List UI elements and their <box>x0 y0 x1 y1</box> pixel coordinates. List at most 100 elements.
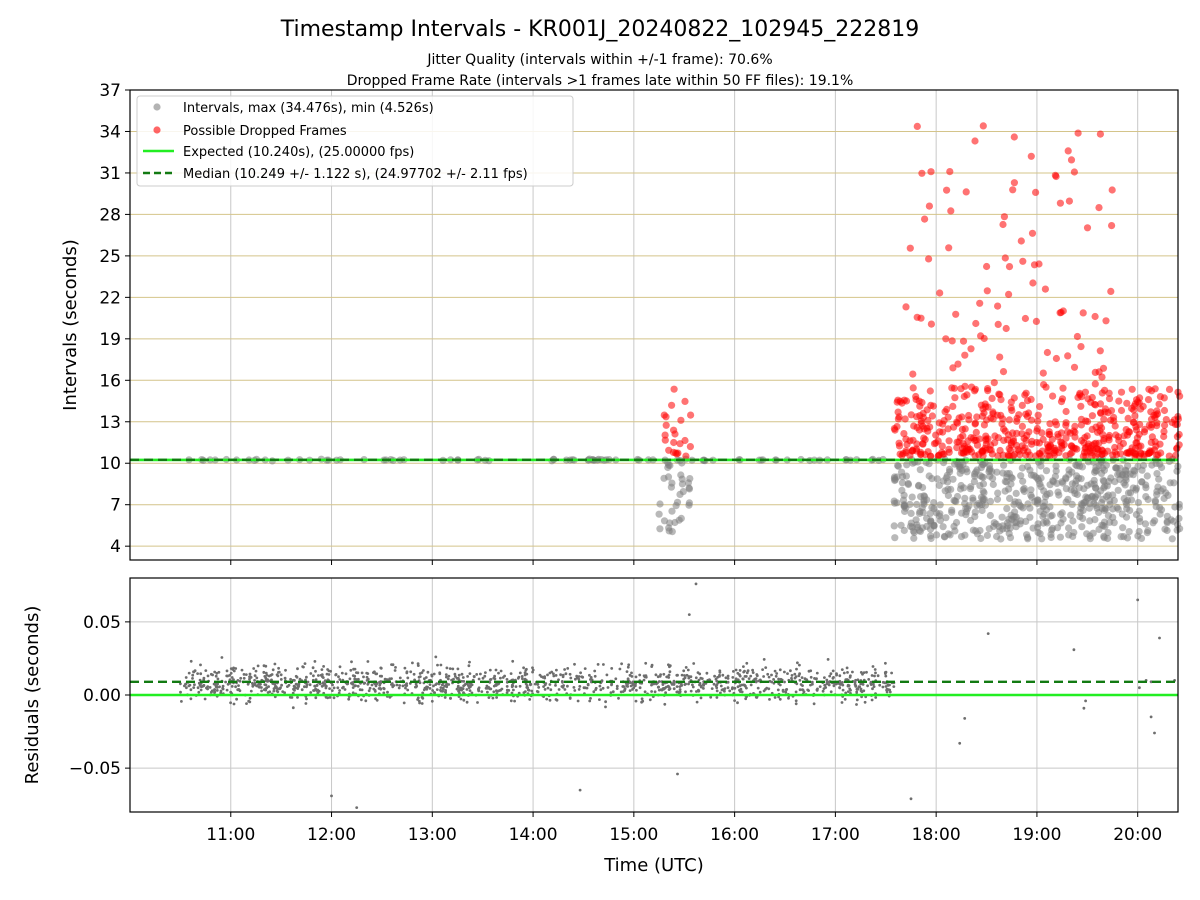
interval-point <box>1086 517 1094 525</box>
interval-point <box>909 459 917 467</box>
residual-point <box>226 674 230 678</box>
residual-point <box>275 689 279 693</box>
residual-point <box>296 685 300 689</box>
dropped-frame-point <box>973 413 981 421</box>
residual-point <box>682 677 686 681</box>
y-tick-label: 34 <box>99 122 121 142</box>
dropped-frame-point <box>1102 317 1110 325</box>
dropped-frame-point <box>902 303 910 311</box>
interval-point <box>910 534 918 542</box>
residual-point <box>255 676 259 680</box>
dropped-frame-point <box>1039 435 1047 444</box>
dropped-frame-point <box>1056 199 1064 207</box>
dropped-frame-point <box>895 413 903 421</box>
residual-point <box>499 676 502 680</box>
dropped-frame-point <box>1043 348 1051 357</box>
residual-point <box>318 682 322 686</box>
residual-point <box>409 670 413 674</box>
residual-point <box>576 699 580 703</box>
dropped-frame-point <box>948 384 956 392</box>
residual-point <box>598 684 602 688</box>
interval-point <box>983 531 992 540</box>
residual-point <box>773 696 777 699</box>
residual-point <box>523 677 527 681</box>
residual-point <box>766 672 770 676</box>
dropped-frame-point <box>968 383 976 391</box>
dropped-frame-point <box>982 403 990 411</box>
y-tick-label: 25 <box>99 247 121 267</box>
residual-point <box>667 673 671 677</box>
residual-point <box>855 687 859 691</box>
interval-point <box>1037 483 1045 491</box>
residual-point <box>303 662 307 665</box>
dropped-frame-point <box>959 337 968 345</box>
interval-point <box>1117 533 1125 541</box>
dropped-frame-point <box>989 410 997 418</box>
interval-point <box>1132 486 1140 494</box>
residual-point <box>563 688 567 691</box>
dropped-frame-point <box>1034 411 1042 419</box>
residual-point <box>755 696 759 699</box>
residual-point <box>418 672 422 675</box>
dropped-frame-point <box>962 188 970 196</box>
residual-point <box>614 677 618 681</box>
residual-point <box>229 667 233 670</box>
residual-point <box>838 674 842 678</box>
residual-point <box>512 688 515 692</box>
interval-point <box>1080 485 1088 493</box>
dropped-frame-point <box>1000 425 1008 433</box>
residual-point <box>855 703 858 706</box>
residual-point <box>784 690 788 694</box>
residual-point <box>815 689 819 692</box>
interval-point <box>1100 466 1108 474</box>
interval-point <box>913 500 921 509</box>
residual-point <box>214 674 218 678</box>
residual-point <box>264 676 268 680</box>
dropped-frame-point <box>1148 421 1156 429</box>
residual-point <box>215 671 219 675</box>
residual-point <box>634 699 638 703</box>
dropped-frame-point <box>1022 436 1030 444</box>
dropped-frame-point <box>1062 419 1070 427</box>
residual-point <box>691 683 694 687</box>
dropped-frame-point <box>1058 442 1066 450</box>
residual-point <box>280 683 283 687</box>
dropped-frame-point <box>1077 343 1085 351</box>
interval-point <box>1087 480 1095 488</box>
dropped-frame-point <box>907 411 915 419</box>
dropped-frame-point <box>936 289 944 297</box>
interval-point <box>994 489 1002 497</box>
interval-point <box>918 504 926 512</box>
residual-point <box>699 696 703 700</box>
residual-point <box>854 678 857 682</box>
residual-point <box>543 683 547 687</box>
residual-point <box>462 680 466 683</box>
residual-point <box>546 673 549 677</box>
dropped-frame-point <box>1135 430 1143 438</box>
residual-point <box>325 672 329 676</box>
residual-point <box>448 667 452 670</box>
interval-point <box>979 495 987 503</box>
residual-point <box>196 686 200 690</box>
interval-point <box>1134 499 1142 507</box>
dropped-frame-point <box>1154 451 1162 459</box>
interval-point <box>1058 509 1066 517</box>
residual-point <box>648 698 652 702</box>
residual-point <box>537 686 541 689</box>
residual-point <box>189 688 193 692</box>
interval-point <box>891 534 899 542</box>
residual-point <box>349 668 353 672</box>
dropped-frame-point <box>681 397 689 405</box>
residual-point <box>886 683 890 687</box>
interval-point <box>1093 504 1101 512</box>
interval-point <box>978 500 986 509</box>
residual-point <box>773 669 777 673</box>
dropped-frame-point <box>1111 443 1119 452</box>
dropped-frame-point <box>893 423 901 431</box>
residual-point <box>583 686 587 690</box>
dropped-frame-point <box>896 397 904 405</box>
residual-point <box>353 667 357 671</box>
residual-point <box>680 682 683 686</box>
residual-point <box>678 685 682 688</box>
residual-point <box>296 696 299 699</box>
